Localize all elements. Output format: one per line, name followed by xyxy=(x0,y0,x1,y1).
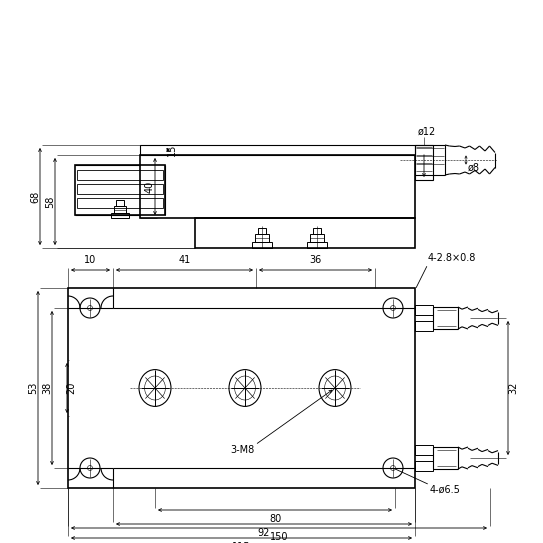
Bar xyxy=(140,145,415,155)
Text: 10: 10 xyxy=(84,255,97,265)
Bar xyxy=(111,213,129,218)
Text: 92: 92 xyxy=(258,528,270,538)
Bar xyxy=(68,288,415,488)
Bar xyxy=(77,170,163,180)
Bar xyxy=(75,165,165,215)
Bar xyxy=(116,200,124,206)
Text: 80: 80 xyxy=(269,514,281,524)
Bar xyxy=(415,321,433,331)
Bar xyxy=(313,228,321,234)
Bar xyxy=(415,145,433,180)
Text: 115: 115 xyxy=(232,542,251,543)
Text: 58: 58 xyxy=(45,195,55,207)
Text: 41: 41 xyxy=(178,255,191,265)
Text: 40: 40 xyxy=(145,180,155,193)
Text: 53: 53 xyxy=(28,382,38,394)
Text: 36: 36 xyxy=(310,255,321,265)
Bar xyxy=(415,461,433,471)
Bar xyxy=(195,218,415,248)
Bar xyxy=(415,305,433,315)
Bar xyxy=(114,206,126,213)
Bar xyxy=(415,445,433,455)
Text: 4-ø6.5: 4-ø6.5 xyxy=(430,485,461,495)
Bar xyxy=(140,155,415,218)
Text: ø8: ø8 xyxy=(468,163,480,173)
Bar xyxy=(77,198,163,208)
Text: 15: 15 xyxy=(167,144,177,156)
Bar xyxy=(255,234,269,242)
Bar xyxy=(310,234,324,242)
Text: 3-M8: 3-M8 xyxy=(230,445,254,455)
Text: 150: 150 xyxy=(270,532,288,542)
Text: 4-2.8×0.8: 4-2.8×0.8 xyxy=(428,253,476,263)
Bar xyxy=(307,242,327,248)
Text: 38: 38 xyxy=(42,382,52,394)
Bar xyxy=(252,242,272,248)
Text: ø12: ø12 xyxy=(418,127,436,137)
Text: 32: 32 xyxy=(508,382,518,394)
Text: 68: 68 xyxy=(30,191,40,203)
Bar xyxy=(258,228,266,234)
Bar xyxy=(77,184,163,194)
Text: 20: 20 xyxy=(66,382,76,394)
